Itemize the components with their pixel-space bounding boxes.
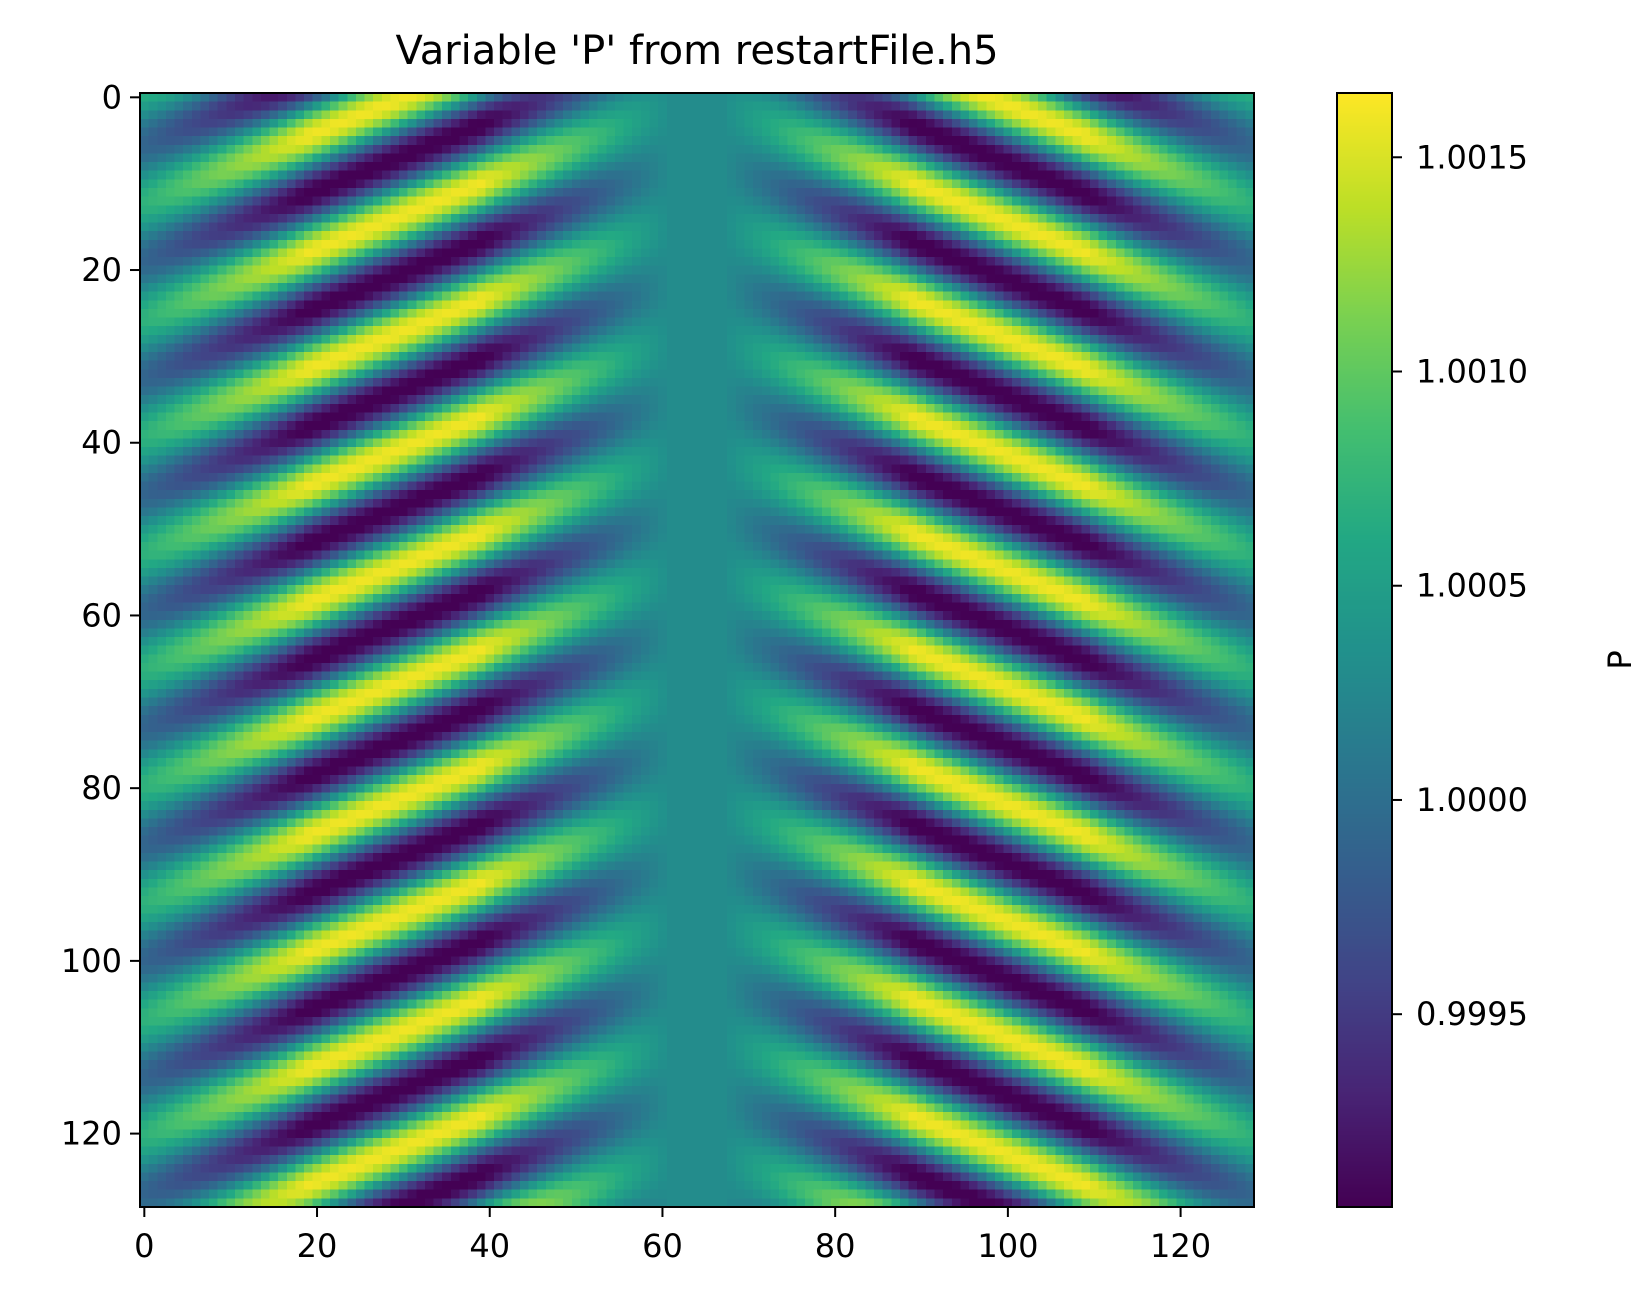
x-tick-label: 0 — [134, 1227, 154, 1265]
colorbar-tick-label: 0.9995 — [1416, 995, 1528, 1033]
y-tick-label: 60 — [81, 596, 122, 634]
colorbar-tick-label: 1.0010 — [1416, 353, 1528, 391]
plot-frame — [139, 92, 1255, 1208]
y-tick-label: 40 — [81, 424, 122, 462]
y-tick-label: 20 — [81, 251, 122, 289]
x-tick-label: 40 — [469, 1227, 510, 1265]
colorbar-tick-label: 1.0005 — [1416, 567, 1528, 605]
x-tick-label: 120 — [1150, 1227, 1211, 1265]
colorbar-tick-label: 1.0015 — [1416, 138, 1528, 176]
x-tick-label: 80 — [815, 1227, 856, 1265]
colorbar-gradient — [1337, 93, 1392, 1207]
x-tick-label: 20 — [297, 1227, 338, 1265]
y-tick-label: 100 — [61, 942, 122, 980]
chart-title: Variable 'P' from restartFile.h5 — [395, 28, 998, 74]
x-tick-label: 100 — [977, 1227, 1038, 1265]
colorbar-tick-label: 1.0000 — [1416, 781, 1528, 819]
colorbar-label: P — [1601, 650, 1639, 669]
y-tick-label: 80 — [81, 769, 122, 807]
colorbar: 0.9995 1.0000 1.0005 1.0010 1.0015 P — [1336, 92, 1639, 1208]
x-axis: 0 20 40 60 80 100 120 — [134, 1207, 1211, 1265]
y-tick-label: 0 — [102, 78, 122, 116]
y-axis: 0 20 40 60 80 100 120 — [61, 78, 140, 1153]
y-tick-label: 120 — [61, 1115, 122, 1153]
x-tick-label: 60 — [642, 1227, 683, 1265]
heatmap-raster — [140, 93, 1254, 1207]
colorbar-frame — [1336, 92, 1393, 1208]
heatmap-image — [140, 93, 1254, 1207]
colorbar-ticks: 0.9995 1.0000 1.0005 1.0010 1.0015 — [1392, 138, 1528, 1033]
